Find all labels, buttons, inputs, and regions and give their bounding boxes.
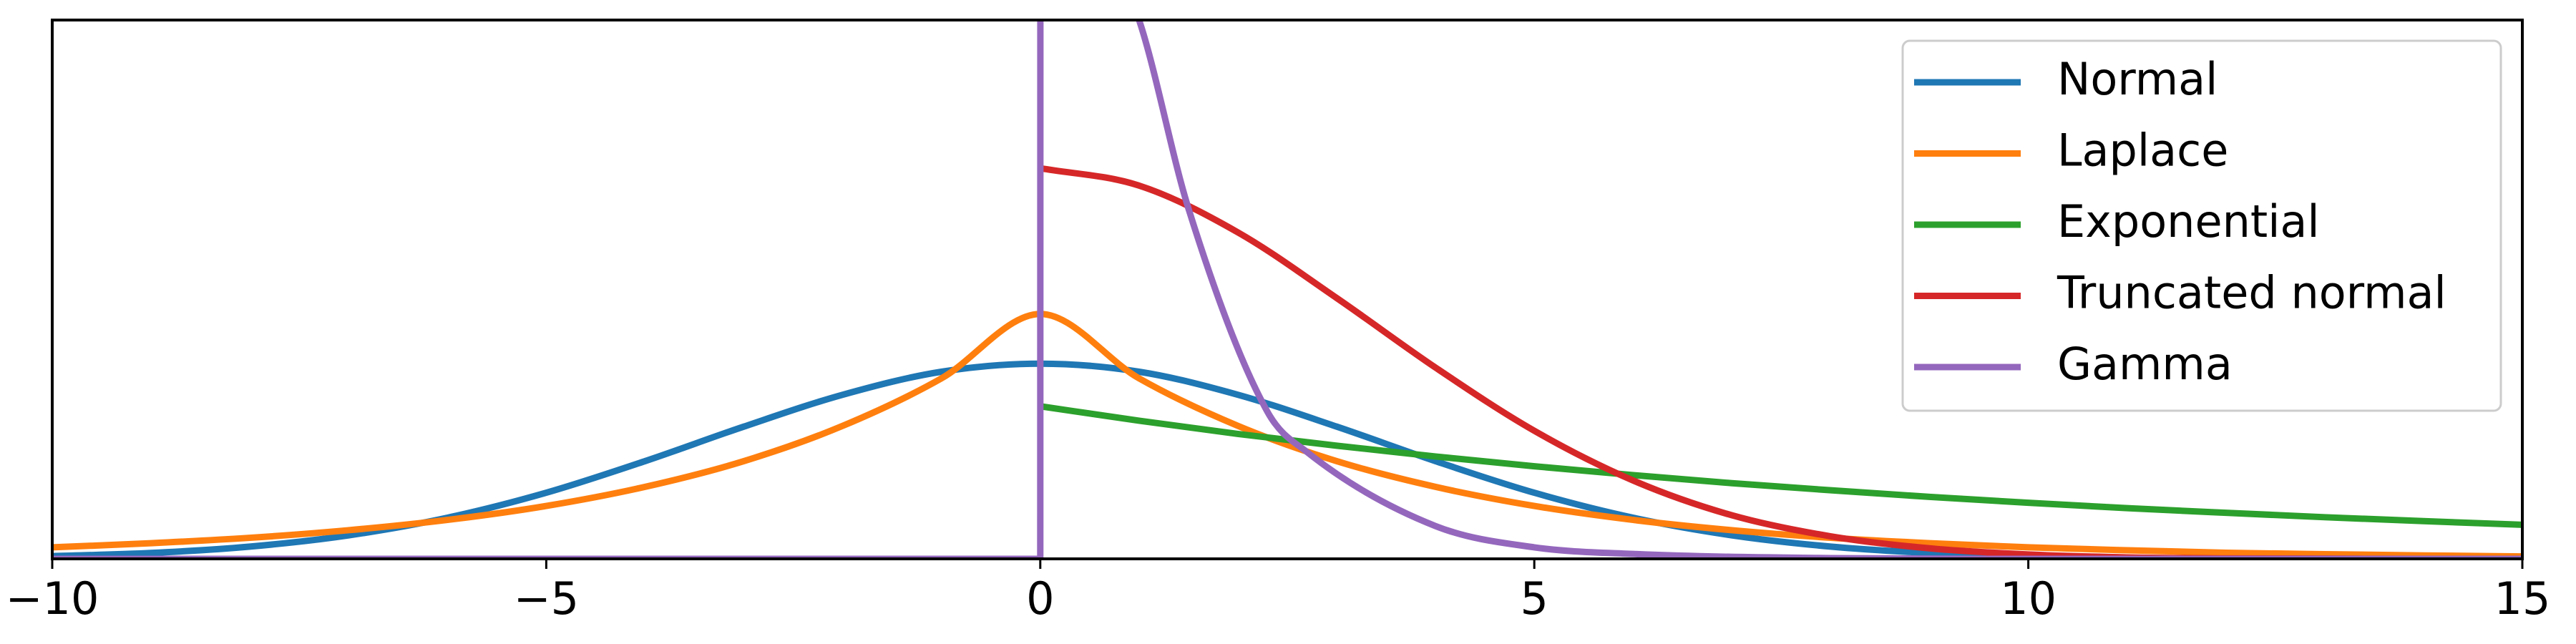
- x-tick-label: 10: [2000, 572, 2057, 625]
- series-line: [52, 20, 2522, 559]
- series-line: [1040, 403, 2522, 528]
- x-tick-label: 15: [2494, 572, 2551, 625]
- x-tick-label: −5: [514, 572, 579, 625]
- x-tick-label: −10: [6, 572, 99, 625]
- x-tick-label: 5: [1520, 572, 1548, 625]
- legend-label: Exponential: [2057, 195, 2320, 248]
- legend-label: Truncated normal: [2057, 267, 2446, 319]
- legend-box: [1901, 39, 2502, 412]
- legend-label: Normal: [2057, 53, 2218, 105]
- axes-frame: [51, 19, 2524, 560]
- legend-label: Gamma: [2057, 338, 2233, 390]
- x-tick-label: 0: [1026, 572, 1054, 625]
- legend-label: Laplace: [2057, 125, 2228, 177]
